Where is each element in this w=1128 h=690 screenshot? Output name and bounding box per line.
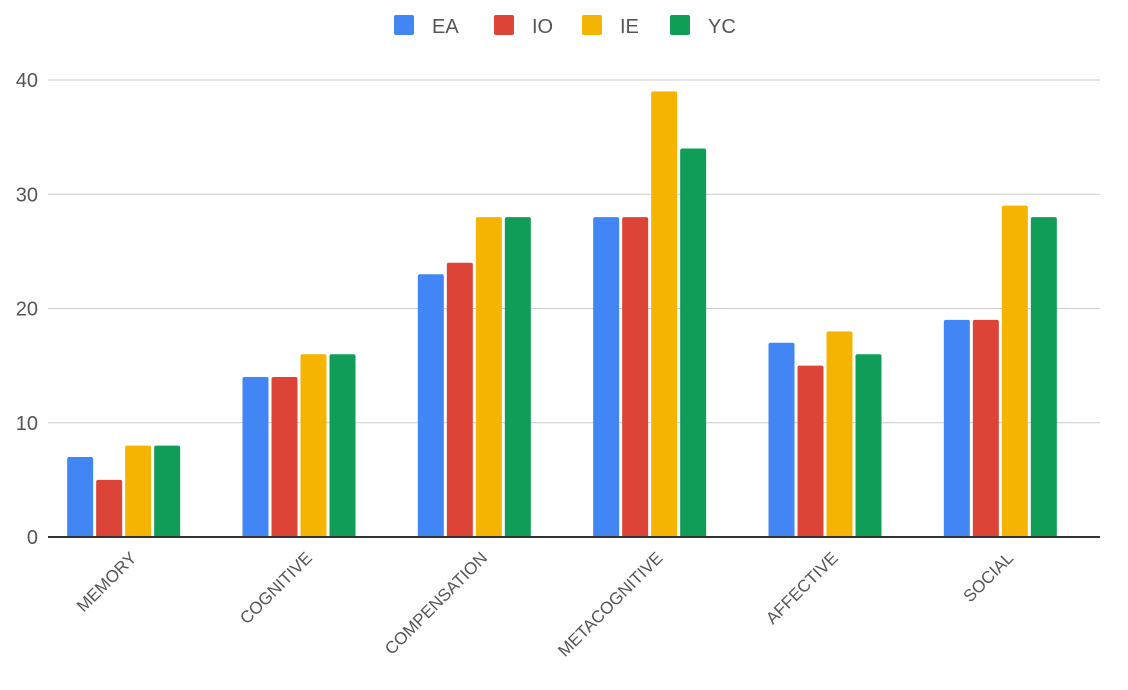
bar-yc-cognitive — [329, 354, 356, 537]
bar-ea-social — [943, 319, 970, 537]
bar-ie-social — [1001, 205, 1028, 538]
bar-io-compensation — [446, 262, 473, 537]
bar-ea-compensation — [417, 274, 444, 537]
legend-swatch-io — [494, 15, 514, 35]
legend-label-yc: YC — [708, 16, 736, 38]
bar-yc-memory — [154, 445, 181, 537]
y-tick-label: 0 — [27, 527, 38, 549]
bar-yc-social — [1030, 217, 1057, 537]
gridlines — [48, 79, 1100, 424]
x-tick-label: AFFECTIVE — [762, 548, 842, 628]
bar-ie-cognitive — [300, 354, 327, 537]
bar-io-memory — [96, 479, 123, 537]
bar-ea-affective — [768, 342, 795, 537]
bar-yc-metacognitive — [680, 148, 707, 538]
bar-ea-memory — [67, 457, 94, 537]
legend-swatch-ie — [582, 15, 602, 35]
bar-io-metacognitive — [622, 217, 649, 537]
legend-swatch-ea — [394, 15, 414, 35]
x-tick-label: METACOGNITIVE — [554, 548, 666, 660]
bar-ea-cognitive — [242, 377, 269, 537]
x-tick-label: COMPENSATION — [381, 548, 491, 658]
legend: EA IO IE YC — [394, 15, 736, 38]
legend-label-io: IO — [532, 16, 553, 38]
y-tick-label: 40 — [16, 70, 38, 92]
bar-ie-compensation — [475, 217, 502, 537]
bar-yc-compensation — [504, 217, 531, 537]
x-tick-label: SOCIAL — [960, 548, 1018, 606]
legend-label-ea: EA — [432, 16, 459, 38]
bar-ie-affective — [826, 331, 853, 537]
y-axis-ticks: 0 10 20 30 40 — [16, 70, 38, 549]
legend-swatch-yc — [670, 15, 690, 35]
bar-yc-affective — [855, 354, 882, 537]
bar-ea-metacognitive — [593, 217, 620, 537]
x-tick-label: COGNITIVE — [236, 548, 316, 628]
bars — [67, 91, 1057, 538]
x-axis-labels: MEMORY COGNITIVE COMPENSATION METACOGNITIVE… — [73, 548, 1017, 660]
bar-ie-memory — [125, 445, 152, 537]
bar-ie-metacognitive — [651, 91, 678, 538]
legend-label-ie: IE — [620, 16, 639, 38]
y-tick-label: 30 — [16, 184, 38, 206]
y-tick-label: 20 — [16, 299, 38, 321]
x-tick-label: MEMORY — [73, 548, 140, 615]
y-tick-label: 10 — [16, 413, 38, 435]
bar-io-affective — [797, 365, 824, 537]
bar-io-cognitive — [271, 377, 298, 537]
bar-io-social — [972, 319, 999, 537]
